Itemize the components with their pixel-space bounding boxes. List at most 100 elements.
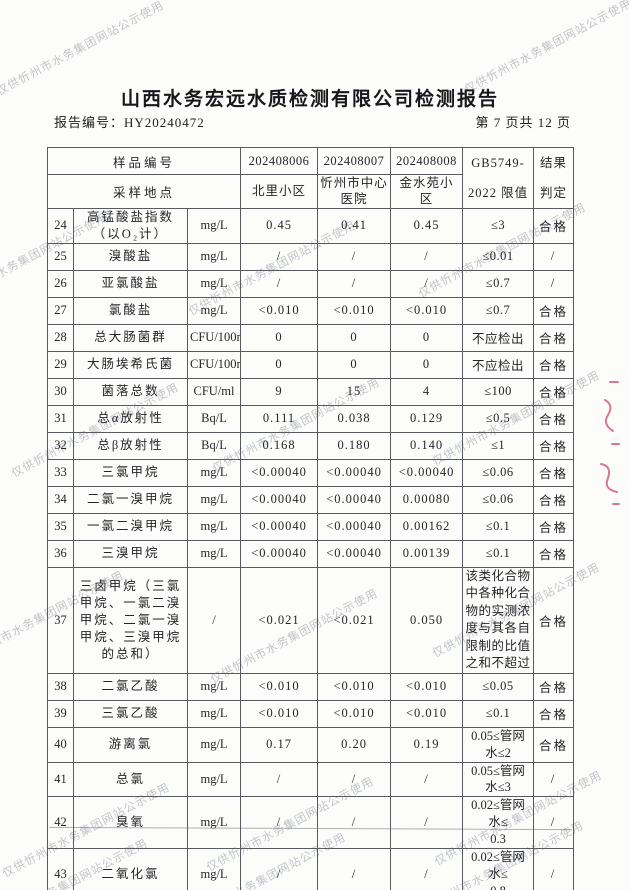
cell-v-0: <0.010 bbox=[240, 699, 319, 728]
cell-item: 大肠埃希氏菌 bbox=[73, 350, 188, 379]
cell-result: 合格 bbox=[533, 404, 575, 433]
cell-result: / bbox=[533, 847, 575, 890]
cell-item: 游离氯 bbox=[73, 726, 188, 763]
cell-no: 36 bbox=[47, 539, 74, 568]
cell-result: / bbox=[533, 761, 575, 798]
cell-item: 总β放射性 bbox=[73, 431, 188, 460]
cell-unit: mg/L bbox=[186, 726, 242, 763]
cell-unit: CFU/ml bbox=[186, 377, 242, 406]
cell-v-1: 0 bbox=[317, 323, 392, 352]
cell-v-1: / bbox=[317, 761, 392, 798]
cell-unit: CFU/100ml bbox=[186, 323, 242, 352]
cell-unit: mg/L bbox=[186, 539, 242, 568]
cell-no: 42 bbox=[47, 796, 74, 849]
cell-v-2: <0.00040 bbox=[390, 458, 464, 487]
cell-result: 合格 bbox=[533, 699, 575, 728]
cell-limit: 0.05≤管网水≤2 bbox=[462, 726, 535, 763]
table-row: 40 游离氯 mg/L 0.17 0.20 0.19 0.05≤管网水≤2 合格 bbox=[47, 726, 575, 763]
cell-unit: mg/L bbox=[186, 512, 242, 541]
cell-item: 一氯二溴甲烷 bbox=[73, 512, 188, 541]
result-column-header: 结果 判定 bbox=[533, 147, 575, 209]
table-row: 37 三卤甲烷（三氯甲烷、一氯二溴甲烷、二氯一溴甲烷、三溴甲烷的总和） / <0.02… bbox=[47, 566, 575, 674]
table-row: 38 二氯乙酸 mg/L <0.010 <0.010 <0.010 ≤0.05 合格 bbox=[47, 672, 575, 701]
cell-unit: mg/L bbox=[186, 208, 242, 244]
cell-no: 28 bbox=[47, 323, 74, 352]
cell-result: / bbox=[533, 242, 575, 271]
cell-v-1: <0.021 bbox=[317, 566, 392, 674]
red-seal-marks bbox=[600, 381, 620, 505]
cell-v-0: <0.00040 bbox=[240, 539, 319, 568]
report-number: 报告编号：HY20240472 bbox=[54, 115, 205, 130]
cell-v-0: 0.17 bbox=[240, 726, 319, 763]
watermark-text: 仅供忻州市水务集团网站公示使用 bbox=[462, 0, 629, 97]
cell-no: 26 bbox=[47, 269, 74, 298]
header-row-sample-ids: 样品编号 202408006 202408007 202408008 GB574… bbox=[46, 146, 575, 209]
sample-id: 202408007 bbox=[317, 146, 392, 176]
cell-v-0: <0.00040 bbox=[240, 512, 319, 541]
cell-v-0: / bbox=[240, 796, 319, 849]
cell-no: 29 bbox=[47, 350, 74, 379]
sample-no-label: 样品编号 bbox=[46, 146, 242, 176]
cell-v-2: 0.00162 bbox=[390, 512, 464, 541]
location: 忻州市中心医院 bbox=[317, 174, 392, 209]
cell-v-0: <0.010 bbox=[240, 296, 319, 325]
cell-limit: 0.02≤管网水≤ 0.3 bbox=[462, 796, 535, 849]
cell-unit: mg/L bbox=[186, 485, 242, 514]
cell-unit: mg/L bbox=[186, 672, 242, 701]
results-table: 样品编号 202408006 202408007 202408008 GB574… bbox=[46, 146, 575, 890]
cell-v-2: 0.00139 bbox=[390, 539, 464, 568]
limit-column-header: GB5749- 2022 限值 bbox=[462, 147, 535, 209]
cell-limit: ≤0.1 bbox=[462, 699, 535, 728]
cell-v-0: 0.45 bbox=[240, 208, 319, 244]
sample-id: 202408008 bbox=[390, 146, 464, 176]
cell-no: 37 bbox=[47, 566, 74, 674]
cell-item: 氯酸盐 bbox=[73, 296, 188, 325]
cell-no: 32 bbox=[47, 431, 74, 460]
table-row: 31 总α放射性 Bq/L 0.111 0.038 0.129 ≤0.5 合格 bbox=[47, 404, 575, 433]
cell-limit: ≤0.7 bbox=[462, 296, 535, 325]
cell-result: 合格 bbox=[533, 539, 575, 568]
cell-v-1: <0.00040 bbox=[317, 512, 392, 541]
cell-v-1: 0.20 bbox=[317, 726, 392, 763]
cell-result: 合格 bbox=[533, 726, 575, 763]
cell-v-1: <0.00040 bbox=[317, 539, 392, 568]
cell-limit: ≤0.1 bbox=[462, 539, 535, 568]
cell-result: 合格 bbox=[533, 377, 575, 406]
cell-unit: mg/L bbox=[186, 242, 242, 271]
cell-result: 合格 bbox=[533, 208, 575, 244]
cell-v-2: / bbox=[390, 242, 464, 271]
cell-result: 合格 bbox=[533, 431, 575, 460]
table-row: 30 菌落总数 CFU/ml 9 15 4 ≤100 合格 bbox=[47, 377, 575, 406]
cell-v-2: 0.140 bbox=[390, 431, 464, 460]
cell-no: 39 bbox=[47, 699, 74, 728]
cell-unit: mg/L bbox=[186, 699, 242, 728]
cell-item: 臭氧 bbox=[73, 796, 188, 849]
table-row: 42 臭氧 mg/L / //0.02≤管网水≤ 0.3/ bbox=[47, 796, 575, 849]
cell-v-2: / bbox=[390, 761, 464, 798]
cell-result: 合格 bbox=[533, 672, 575, 701]
cell-limit: ≤0.06 bbox=[462, 485, 535, 514]
table-row: 32 总β放射性 Bq/L 0.168 0.180 0.140 ≤1 合格 bbox=[47, 431, 575, 460]
cell-result: / bbox=[533, 796, 575, 849]
cell-no: 30 bbox=[47, 377, 74, 406]
cell-no: 35 bbox=[47, 512, 74, 541]
cell-v-1: / bbox=[317, 269, 392, 298]
cell-unit: mg/L bbox=[186, 847, 242, 890]
header-row-locations: 采样地点 北里小区 忻州市中心医院 金水苑小区 bbox=[46, 174, 574, 209]
cell-v-1: 0.180 bbox=[317, 431, 392, 460]
cell-no: 40 bbox=[47, 726, 74, 763]
cell-v-0: / bbox=[240, 761, 319, 798]
cell-limit: ≤1 bbox=[462, 431, 535, 460]
cell-item: 三氯乙酸 bbox=[73, 699, 188, 728]
cell-item: 三氯甲烷 bbox=[73, 458, 188, 487]
cell-v-0: 0.111 bbox=[240, 404, 319, 433]
location: 金水苑小区 bbox=[390, 174, 464, 209]
cell-v-0: / bbox=[240, 269, 319, 298]
cell-item: 二氯一溴甲烷 bbox=[73, 485, 188, 514]
cell-limit: ≤0.05 bbox=[462, 672, 535, 701]
cell-v-0: 9 bbox=[240, 377, 319, 406]
cell-no: 43 bbox=[47, 847, 74, 890]
